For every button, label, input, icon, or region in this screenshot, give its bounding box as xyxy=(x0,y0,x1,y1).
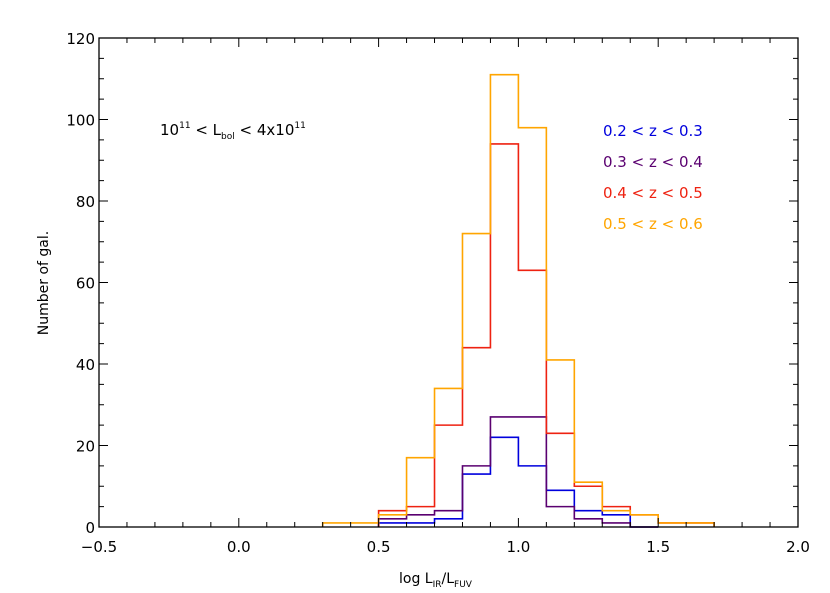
annotation-a-sup: 11 xyxy=(179,121,190,131)
y-tick-label: 60 xyxy=(76,275,95,293)
x-tick-label: −0.5 xyxy=(81,538,117,556)
series-layer xyxy=(321,73,715,528)
annotation-b: < L xyxy=(191,121,222,139)
annotation-a: 10 xyxy=(160,121,179,139)
annotation-b-sub: bol xyxy=(221,132,235,142)
y-tick-label: 40 xyxy=(76,356,95,374)
annotation-c-sup: 11 xyxy=(294,121,305,131)
y-tick-label: 120 xyxy=(66,30,95,48)
y-tick-labels: 0 20 40 60 80 100 120 xyxy=(66,30,95,537)
x-tick-label: 1.0 xyxy=(506,538,530,556)
legend-entry-2: 0.4 < z < 0.5 xyxy=(603,184,703,202)
luminosity-annotation: 1011 < Lbol < 4x1011 xyxy=(160,121,306,142)
y-tick-label: 20 xyxy=(76,438,95,456)
plot-frame xyxy=(98,37,799,528)
x-tick-label: 0.5 xyxy=(367,538,391,556)
x-tick-labels: −0.5 0.0 0.5 1.0 1.5 2.0 xyxy=(81,538,810,556)
y-tick-label: 80 xyxy=(76,193,95,211)
x-axis-label: log LIR/LFUV xyxy=(399,571,473,590)
y-tick-label: 0 xyxy=(85,519,95,537)
legend-entry-1: 0.3 < z < 0.4 xyxy=(603,153,703,171)
series-line-0 xyxy=(377,436,659,528)
legend: 0.2 < z < 0.3 0.3 < z < 0.4 0.4 < z < 0.5 0… xyxy=(603,122,703,233)
legend-entry-0: 0.2 < z < 0.3 xyxy=(603,122,703,140)
x-tick-label: 0.0 xyxy=(227,538,251,556)
legend-entry-3: 0.5 < z < 0.6 xyxy=(603,215,703,233)
ticks-layer xyxy=(98,37,799,528)
x-axis-label-slash: /L xyxy=(442,571,455,587)
series-line-3 xyxy=(321,73,715,527)
annotation-c: < 4x10 xyxy=(235,121,295,139)
x-tick-label: 1.5 xyxy=(646,538,670,556)
x-axis-label-sub2: FUV xyxy=(454,580,473,590)
x-tick-label: 2.0 xyxy=(786,538,810,556)
y-tick-label: 100 xyxy=(66,112,95,130)
y-axis-label: Number of gal. xyxy=(36,231,52,335)
x-axis-label-sub1: IR xyxy=(433,580,442,590)
x-axis-label-main: log L xyxy=(399,571,433,587)
